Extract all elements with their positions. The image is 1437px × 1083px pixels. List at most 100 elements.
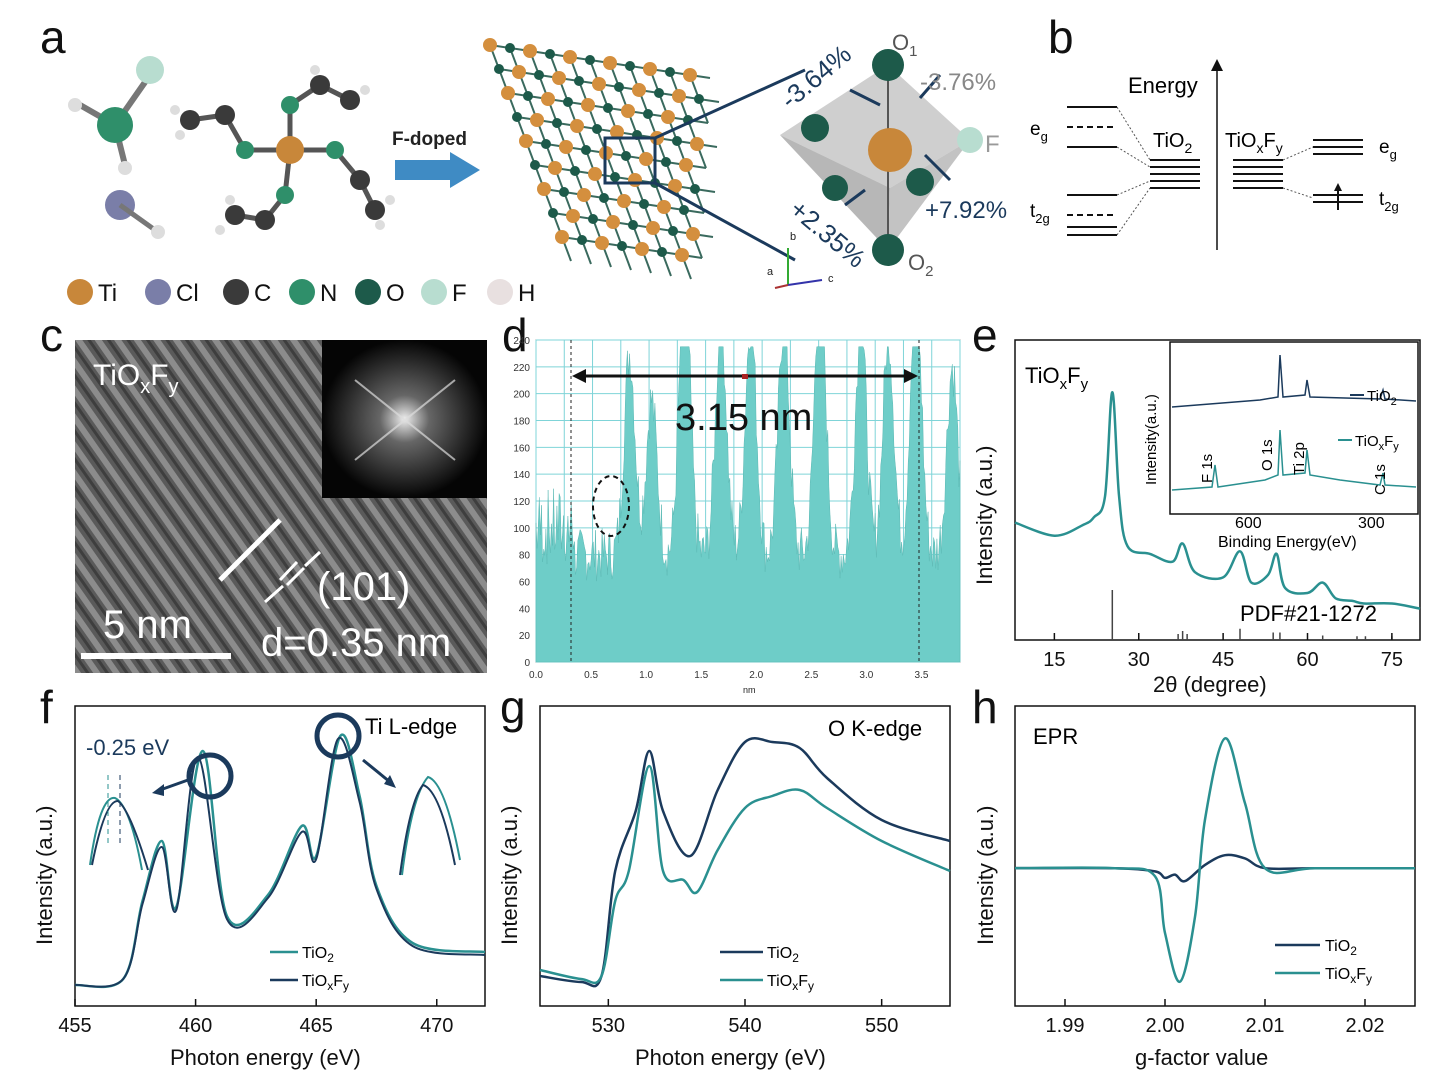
t2g-label-right: t2g: [1379, 189, 1399, 214]
xps-tioxfy-curve: [1171, 429, 1417, 491]
lattice-atom: [512, 65, 526, 79]
h-legend-tioxfy: TiOxFy: [1325, 966, 1372, 986]
lattice-atom: [563, 97, 573, 107]
panel-a-structures: F-doped -3.64% -3.76% +2.35% +7.92% O1 O…: [67, 30, 1007, 307]
legend-atom-c-icon: [223, 279, 249, 305]
eg-label-right: eg: [1379, 137, 1397, 162]
lattice-atom: [537, 182, 551, 196]
lattice-atom: [588, 214, 598, 224]
xrd-xtick: 60: [1296, 649, 1318, 671]
panel-d-line-profile: 3.15 nm 0 20 40 60 80 100 120 140 160 180 200 220 24…: [513, 336, 961, 695]
g-xtick: 540: [728, 1015, 761, 1037]
f-ticks: 455 460 465 470: [58, 999, 453, 1037]
lattice-atom: [654, 88, 664, 98]
profile-fill: [535, 346, 961, 663]
h-xlabel: g-factor value: [1135, 1045, 1268, 1070]
lattice-atom: [530, 160, 540, 170]
lattice-atom: [595, 236, 609, 250]
lattice-atom: [588, 167, 602, 181]
h-legend-tio2: TiO2: [1325, 938, 1357, 958]
lattice-atom: [559, 140, 573, 154]
panel-label-h: h: [972, 681, 998, 733]
lattice-atom: [639, 152, 653, 166]
profile-xtick: 3.0: [859, 670, 873, 681]
profile-ytick: 140: [513, 470, 530, 481]
pct-label-4: +7.92%: [925, 197, 1007, 224]
profile-ytick: 160: [513, 443, 530, 454]
xrd-xtick: 75: [1381, 649, 1403, 671]
legend-atom-label: C: [254, 280, 271, 307]
f-xtick: 455: [58, 1015, 91, 1037]
legend-atom-label: Cl: [176, 280, 199, 307]
f-legend-tio2: TiO2: [302, 945, 334, 965]
lattice-atom: [548, 161, 562, 175]
profile-ytick: 240: [513, 336, 530, 347]
lattice-atom: [690, 137, 704, 151]
shift-label: -0.25 eV: [86, 735, 169, 760]
legend-atom-label: H: [518, 280, 535, 307]
lattice-atom: [668, 226, 678, 236]
f-xtick: 465: [299, 1015, 332, 1037]
pdf-label: PDF#21-1272: [1240, 601, 1377, 626]
lattice-atom: [632, 83, 646, 97]
panel-g-o-kedge: O K-edge TiO2 TiOxFy 530 540 550 Photon en…: [497, 705, 951, 1070]
lattice-atom: [617, 241, 627, 251]
legend-atom-f-icon: [421, 279, 447, 305]
g-legend-tio2: TiO2: [767, 945, 799, 965]
xps-tick-600: 600: [1235, 515, 1262, 532]
xrd-ticks: 15 30 45 60 75: [1043, 633, 1403, 671]
tioxfy-level-label: TiOxFy: [1225, 130, 1283, 156]
o-kedge-tio2-curve: [539, 736, 951, 988]
epr-tioxfy-curve: [1014, 737, 1415, 983]
ti-ledge-title: Ti L-edge: [365, 714, 457, 739]
lattice-atom: [657, 247, 667, 257]
legend-atom-h-icon: [487, 279, 513, 305]
lattice-atom: [592, 124, 602, 134]
lattice-atom: [661, 157, 671, 167]
lattice-atom: [672, 136, 682, 146]
profile-xtick: 2.0: [749, 670, 763, 681]
distance-annotation: 3.15 nm: [675, 397, 812, 439]
profile-xtick: 1.0: [639, 670, 653, 681]
f-xtick: 470: [420, 1015, 453, 1037]
lattice-atom: [639, 199, 649, 209]
lattice-atom: [643, 109, 653, 119]
hrtem-title: TiOxFy: [93, 359, 179, 398]
profile-xtick: 0.5: [584, 670, 598, 681]
profile-ytick: 80: [519, 551, 531, 562]
o1-label: O1: [892, 30, 917, 60]
g-xtick: 550: [865, 1015, 898, 1037]
lattice-atom: [625, 61, 635, 71]
lattice-atom: [570, 166, 580, 176]
ti-ledge-tioxfy-curve: [74, 736, 486, 988]
zoom-box: [603, 136, 657, 185]
xrd-title: TiOxFy: [1025, 363, 1089, 393]
legend-atom-n-icon: [289, 279, 315, 305]
profile-ytick: 200: [513, 390, 530, 401]
lattice-atom: [523, 91, 533, 101]
plane-label: (101): [317, 565, 410, 609]
h-ticks: 1.99 2.00 2.01 2.02: [1046, 999, 1384, 1037]
xps-tio2-curve: [1171, 354, 1417, 408]
profile-ticks: 0 20 40 60 80 100 120 140 160 180 200 220 240 0.0 0.5 1…: [513, 336, 929, 681]
xps-peak-f1s: F 1s: [1199, 454, 1216, 483]
panel-e-xrd: TiOxFy PDF#21-1272 15 30 45 60 75 2θ (degree…: [972, 339, 1421, 697]
profile-xtick: 3.5: [915, 670, 929, 681]
h-xtick: 1.99: [1046, 1015, 1085, 1037]
xrd-ylabel: Intensity (a.u.): [972, 446, 997, 585]
profile-xtick: 1.5: [694, 670, 708, 681]
lattice-atom: [581, 145, 591, 155]
xps-tick-300: 300: [1358, 515, 1385, 532]
f-doped-label: F-doped: [392, 129, 467, 150]
xps-peak-ti2p: Ti 2p: [1291, 442, 1308, 475]
legend-atom-label: Ti: [98, 280, 117, 307]
lattice-atom: [523, 44, 537, 58]
profile-ytick: 180: [513, 417, 530, 428]
f-xlabel: Photon energy (eV): [170, 1045, 361, 1070]
o2-label: O2: [908, 250, 933, 280]
lattice-atom: [541, 92, 555, 106]
lattice-atom: [530, 113, 544, 127]
g-legend-tioxfy: TiOxFy: [767, 973, 814, 993]
small-molecule: [68, 56, 165, 239]
xrd-xlabel: 2θ (degree): [1153, 672, 1267, 697]
